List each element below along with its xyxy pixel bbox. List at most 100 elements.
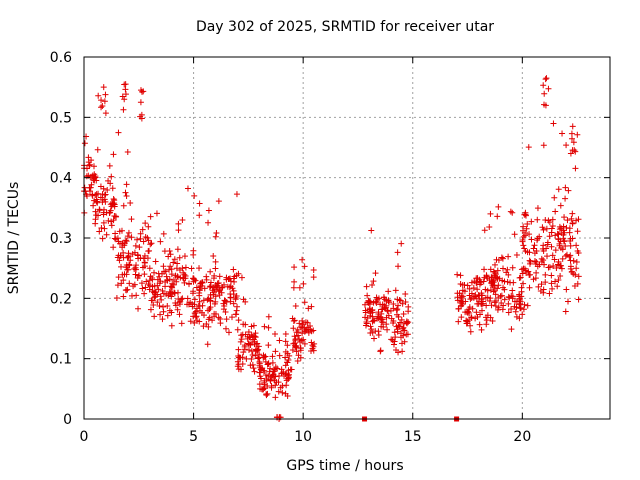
data-point bbox=[275, 388, 282, 395]
data-point bbox=[545, 85, 552, 92]
data-point bbox=[310, 347, 317, 354]
data-point bbox=[555, 258, 562, 265]
data-point bbox=[265, 360, 272, 367]
data-point bbox=[215, 288, 222, 295]
data-point bbox=[234, 358, 241, 365]
data-point bbox=[560, 235, 567, 242]
data-point bbox=[362, 314, 369, 321]
data-point bbox=[383, 321, 390, 328]
data-point bbox=[476, 276, 483, 283]
data-point bbox=[562, 184, 569, 191]
data-point bbox=[509, 264, 516, 271]
data-point bbox=[276, 372, 283, 379]
data-point bbox=[212, 233, 219, 240]
data-point bbox=[379, 316, 386, 323]
data-point bbox=[466, 317, 473, 324]
data-point bbox=[123, 193, 130, 200]
data-point bbox=[120, 106, 127, 113]
data-point bbox=[227, 283, 234, 290]
data-point bbox=[192, 277, 199, 284]
data-point bbox=[401, 327, 408, 334]
data-point bbox=[526, 231, 533, 238]
data-point bbox=[149, 275, 156, 282]
data-point bbox=[198, 282, 205, 289]
data-point bbox=[162, 268, 169, 275]
data-point bbox=[464, 282, 471, 289]
data-point bbox=[226, 284, 233, 291]
data-point bbox=[256, 362, 263, 369]
data-point bbox=[93, 212, 100, 219]
data-point bbox=[160, 230, 167, 237]
data-point bbox=[154, 276, 161, 283]
data-point bbox=[141, 290, 148, 297]
data-point bbox=[210, 253, 217, 260]
data-point bbox=[90, 202, 97, 209]
data-point bbox=[568, 268, 575, 275]
data-point bbox=[261, 377, 268, 384]
data-point bbox=[161, 248, 168, 255]
data-point bbox=[383, 314, 390, 321]
data-point bbox=[391, 329, 398, 336]
data-point bbox=[212, 265, 219, 272]
data-point bbox=[151, 294, 158, 301]
data-point bbox=[210, 275, 217, 282]
data-point bbox=[213, 230, 220, 237]
data-point bbox=[256, 351, 263, 358]
data-point bbox=[196, 292, 203, 299]
data-point bbox=[119, 244, 126, 251]
data-point bbox=[308, 303, 315, 310]
data-point bbox=[168, 322, 175, 329]
data-point bbox=[157, 278, 164, 285]
data-point bbox=[542, 76, 549, 83]
data-point bbox=[90, 163, 97, 170]
data-point bbox=[368, 227, 375, 234]
data-point bbox=[393, 347, 399, 354]
data-point bbox=[467, 328, 474, 335]
data-point bbox=[261, 385, 268, 392]
data-point bbox=[142, 220, 149, 227]
data-point bbox=[172, 272, 179, 279]
data-point bbox=[128, 216, 135, 223]
data-point bbox=[567, 257, 574, 264]
data-point bbox=[119, 271, 126, 278]
data-point bbox=[470, 284, 477, 291]
data-point bbox=[96, 207, 103, 214]
data-point bbox=[533, 247, 540, 254]
data-point bbox=[478, 307, 485, 314]
data-point bbox=[258, 386, 265, 393]
data-point bbox=[575, 296, 582, 303]
data-point bbox=[540, 257, 547, 264]
data-point bbox=[139, 226, 146, 233]
data-point bbox=[457, 272, 464, 279]
data-point bbox=[519, 311, 526, 318]
data-point bbox=[187, 318, 194, 325]
data-point bbox=[520, 242, 527, 249]
x-axis-label: GPS time / hours bbox=[286, 458, 403, 474]
data-point bbox=[127, 257, 134, 264]
data-point bbox=[272, 331, 279, 338]
data-point bbox=[375, 295, 382, 302]
data-point bbox=[572, 165, 579, 172]
data-point bbox=[367, 312, 374, 319]
data-point bbox=[211, 300, 218, 307]
data-point bbox=[467, 322, 474, 329]
data-point bbox=[234, 303, 241, 310]
data-point bbox=[105, 217, 112, 224]
data-point bbox=[558, 265, 565, 272]
data-point bbox=[124, 149, 131, 156]
data-point bbox=[489, 318, 496, 325]
data-point bbox=[468, 290, 475, 297]
data-point bbox=[274, 365, 281, 372]
data-point bbox=[269, 353, 276, 360]
data-point bbox=[562, 253, 569, 260]
data-point bbox=[136, 272, 143, 279]
data-point bbox=[498, 254, 505, 261]
data-point bbox=[102, 110, 109, 117]
data-point bbox=[263, 392, 270, 399]
data-point bbox=[472, 315, 479, 322]
data-point bbox=[560, 223, 567, 230]
data-point bbox=[509, 287, 516, 294]
data-point bbox=[248, 323, 255, 330]
data-point bbox=[286, 352, 293, 359]
